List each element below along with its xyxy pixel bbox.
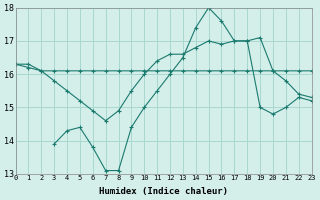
X-axis label: Humidex (Indice chaleur): Humidex (Indice chaleur) bbox=[99, 187, 228, 196]
